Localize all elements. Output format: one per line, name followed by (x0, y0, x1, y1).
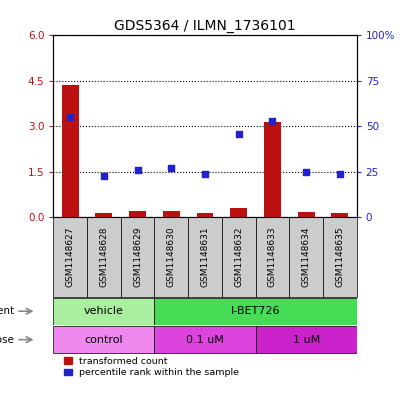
Bar (162, 211, 179, 217)
Bar (289, 217, 322, 297)
Text: GSM1148633: GSM1148633 (267, 227, 276, 288)
Point (67, 114, 73, 120)
Bar (255, 217, 289, 297)
Text: 1 uM: 1 uM (292, 335, 319, 345)
Point (100, 173, 107, 179)
Text: GSM1148635: GSM1148635 (335, 227, 344, 288)
Text: GSM1148627: GSM1148627 (65, 227, 74, 287)
Bar (62, 85, 79, 217)
Text: GSM1148634: GSM1148634 (301, 227, 310, 287)
Point (168, 165, 174, 171)
Bar (53, 217, 87, 297)
Bar (188, 217, 221, 297)
Bar (154, 217, 188, 297)
Bar (196, 213, 213, 217)
Text: control: control (84, 335, 123, 345)
Text: GSM1148631: GSM1148631 (200, 227, 209, 288)
Bar (53, 298, 154, 325)
Bar (255, 326, 356, 353)
Text: GSM1148628: GSM1148628 (99, 227, 108, 287)
Text: dose: dose (0, 335, 14, 345)
Bar (230, 208, 247, 217)
Text: GSM1148629: GSM1148629 (133, 227, 142, 287)
Text: GSM1148630: GSM1148630 (166, 227, 175, 288)
Bar (154, 298, 356, 325)
Point (201, 171, 208, 177)
Bar (87, 217, 120, 297)
Text: 0.1 uM: 0.1 uM (186, 335, 223, 345)
Point (134, 167, 141, 173)
Text: agent: agent (0, 306, 14, 316)
Bar (322, 217, 356, 297)
Point (302, 169, 309, 175)
Bar (221, 217, 255, 297)
Title: GDS5364 / ILMN_1736101: GDS5364 / ILMN_1736101 (114, 19, 295, 33)
Bar (53, 326, 154, 353)
Bar (263, 122, 280, 217)
Point (268, 118, 275, 124)
Bar (154, 326, 255, 353)
Text: vehicle: vehicle (84, 306, 124, 316)
Bar (330, 213, 347, 217)
Bar (129, 211, 146, 217)
Bar (297, 212, 314, 217)
Bar (95, 213, 112, 217)
Text: I-BET726: I-BET726 (230, 306, 280, 316)
Point (336, 171, 342, 177)
Legend: transformed count, percentile rank within the sample: transformed count, percentile rank withi… (64, 357, 238, 377)
Point (235, 130, 241, 137)
Bar (120, 217, 154, 297)
Text: GSM1148632: GSM1148632 (234, 227, 243, 287)
